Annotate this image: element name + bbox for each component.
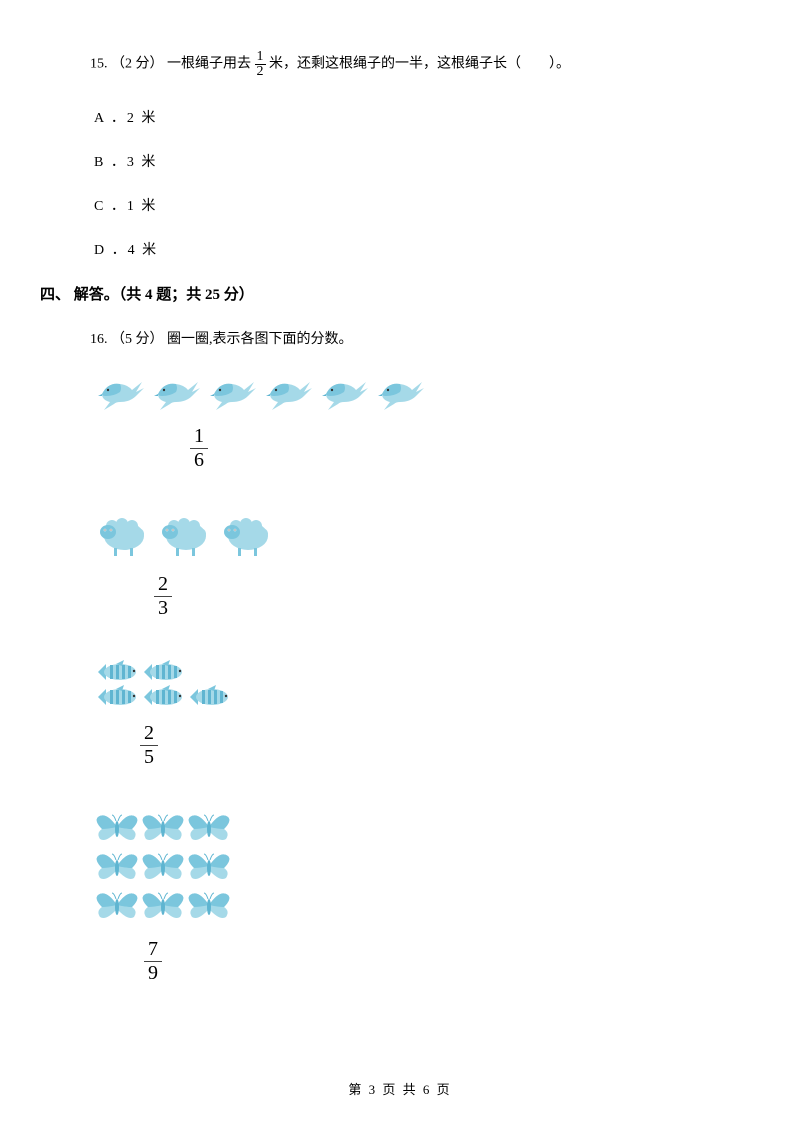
butterfly-icon — [94, 809, 140, 852]
frac-denominator: 9 — [144, 961, 162, 985]
q15-option-c: C ．1 米 — [90, 195, 740, 215]
fish-icon — [186, 685, 232, 714]
q16-text: 圈一圈,表示各图下面的分数。 — [167, 332, 353, 347]
bird-icon — [94, 374, 144, 410]
q15-fraction: 1 2 — [255, 50, 266, 79]
fish-icon — [94, 660, 140, 684]
sheep-icon — [156, 512, 212, 558]
frac-denominator: 2 — [255, 64, 266, 79]
bird-icon — [206, 374, 256, 410]
bird-icon — [150, 374, 200, 410]
bird-icon — [94, 374, 144, 415]
section-4-header: 四、 解答。（共 4 题；共 25 分） — [40, 283, 740, 304]
frac-numerator: 1 — [255, 50, 266, 64]
frac-numerator: 1 — [190, 425, 208, 448]
frac-numerator: 2 — [140, 722, 158, 745]
q15-text-after: 米，还剩这根绳子的一半，这根绳子长（ ）。 — [269, 57, 570, 72]
butterfly-icon — [140, 887, 186, 925]
butterfly-icon — [94, 848, 140, 891]
fish-icon — [186, 685, 232, 709]
icon-row — [90, 374, 740, 415]
question-16: 16. （5 分） 圈一圈,表示各图下面的分数。 — [90, 328, 740, 348]
page-footer: 第 3 页 共 6 页 — [0, 1079, 800, 1098]
butterfly-icon — [186, 809, 232, 852]
butterfly-icon — [186, 809, 232, 847]
fish-icon — [94, 685, 140, 714]
fraction-label: 25 — [140, 722, 158, 769]
q16-number: 16. — [90, 332, 108, 347]
fish-icon — [140, 685, 186, 714]
icon-row — [90, 512, 740, 563]
icon-row — [94, 887, 740, 930]
fish-icon — [94, 685, 140, 709]
icon-row — [94, 809, 740, 852]
butterfly-icon — [94, 887, 140, 925]
fish-icon — [140, 660, 186, 684]
bird-icon — [318, 374, 368, 415]
q15-text-before: 一根绳子用去 — [167, 57, 251, 72]
frac-numerator: 7 — [144, 938, 162, 961]
footer-before: 第 — [348, 1082, 368, 1097]
sheep-icon — [94, 512, 150, 563]
butterfly-icon — [140, 848, 186, 886]
frac-denominator: 5 — [140, 745, 158, 769]
fraction-label: 23 — [154, 573, 172, 620]
frac-denominator: 3 — [154, 596, 172, 620]
icon-rows — [90, 809, 740, 930]
butterfly-icon — [140, 809, 186, 852]
butterfly-icon — [186, 887, 232, 930]
butterfly-icon — [140, 887, 186, 930]
figure-group-butterfly: 79 — [90, 809, 740, 985]
figure-group-fish: 25 — [90, 660, 740, 769]
bird-icon — [206, 374, 256, 415]
q16-points: （5 分） — [111, 332, 164, 347]
footer-mid: 页 共 — [377, 1082, 423, 1097]
bird-icon — [374, 374, 424, 410]
fraction-label: 79 — [144, 938, 162, 985]
figure-group-bird: 16 — [90, 374, 740, 472]
icon-row — [94, 848, 740, 891]
figure-group-sheep: 23 — [90, 512, 740, 620]
footer-current-page: 3 — [369, 1082, 378, 1097]
question-15: 15. （2 分） 一根绳子用去 1 2 米，还剩这根绳子的一半，这根绳子长（ … — [90, 50, 740, 79]
fraction-label: 16 — [190, 425, 208, 472]
frac-numerator: 2 — [154, 573, 172, 596]
sheep-icon — [156, 512, 212, 563]
butterfly-icon — [186, 848, 232, 891]
q16-figures: 16 — [90, 374, 740, 985]
bird-icon — [150, 374, 200, 415]
butterfly-icon — [140, 809, 186, 847]
butterfly-icon — [140, 848, 186, 891]
q15-points: （2 分） — [111, 57, 164, 72]
butterfly-icon — [94, 809, 140, 847]
footer-after: 页 — [431, 1082, 451, 1097]
butterfly-icon — [186, 887, 232, 925]
bird-icon — [262, 374, 312, 415]
butterfly-icon — [94, 887, 140, 930]
q15-option-a: A ．2 米 — [90, 107, 740, 127]
butterfly-icon — [186, 848, 232, 886]
butterfly-icon — [94, 848, 140, 886]
fish-icon — [140, 685, 186, 709]
page-content: 15. （2 分） 一根绳子用去 1 2 米，还剩这根绳子的一半，这根绳子长（ … — [0, 50, 800, 985]
icon-row — [94, 685, 740, 714]
q15-option-d: D ．4 米 — [90, 239, 740, 259]
bird-icon — [374, 374, 424, 415]
q15-number: 15. — [90, 57, 108, 72]
q15-option-b: B ．3 米 — [90, 151, 740, 171]
bird-icon — [318, 374, 368, 410]
sheep-icon — [218, 512, 274, 563]
bird-icon — [262, 374, 312, 410]
frac-denominator: 6 — [190, 448, 208, 472]
icon-rows — [90, 660, 740, 714]
sheep-icon — [218, 512, 274, 558]
sheep-icon — [94, 512, 150, 558]
